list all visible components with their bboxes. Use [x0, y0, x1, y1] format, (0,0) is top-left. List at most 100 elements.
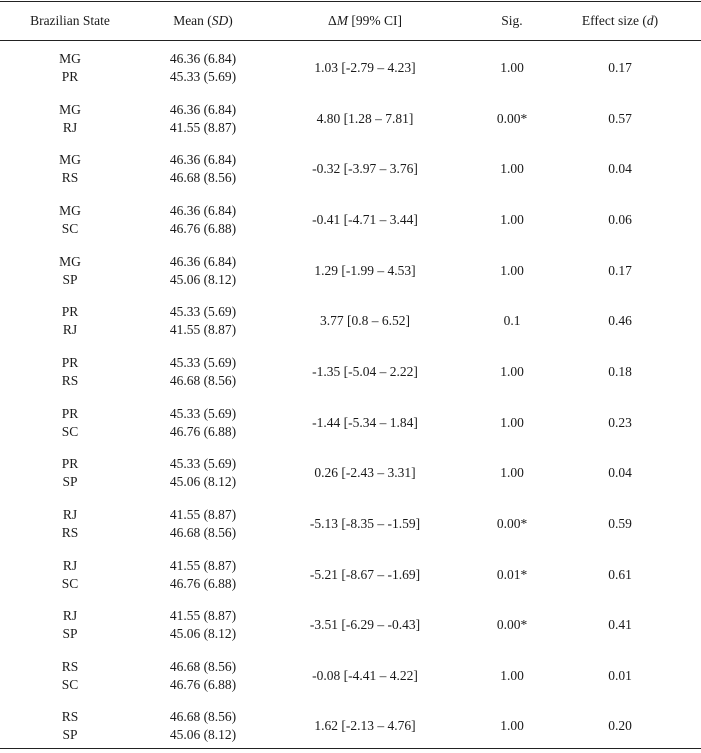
- cell-state-state-a: RJ: [62, 506, 78, 522]
- cell-mean-mean-a: 45.33 (5.69): [169, 456, 237, 472]
- cell-state-state-a: MG: [59, 152, 81, 168]
- cell-delta: 1.29 [-1.99 – 4.53]: [275, 251, 455, 291]
- cell-state: RJ RS: [20, 504, 120, 546]
- header-delta-symbol: Δ: [328, 13, 337, 28]
- cell-sig: 1.00: [472, 352, 552, 392]
- cell-effect: 0.20: [570, 706, 670, 746]
- cell-delta: -0.08 [-4.41 – 4.22]: [275, 656, 455, 696]
- cell-sig: 1.00: [472, 403, 552, 443]
- cell-state-state-a: MG: [59, 51, 81, 66]
- cell-delta-delta: 0.26 [-2.43 – 3.31]: [314, 465, 416, 481]
- cell-mean-mean-b: 46.68 (8.56): [169, 372, 237, 388]
- cell-sig: 1.00: [472, 706, 552, 746]
- cell-delta: 1.03 [-2.79 – 4.23]: [275, 48, 455, 88]
- cell-mean: 41.55 (8.87) 46.68 (8.56): [143, 504, 263, 546]
- cell-sig: 0.1: [472, 301, 552, 341]
- cell-sig-sig: 1.00: [500, 414, 524, 430]
- cell-sig-sig: 1.00: [500, 363, 524, 379]
- cell-mean: 46.36 (6.84) 45.33 (5.69): [143, 48, 263, 90]
- cell-effect-effect: 0.04: [608, 465, 632, 481]
- cell-mean-mean-a: 46.36 (6.84): [169, 253, 237, 269]
- cell-effect: 0.46: [570, 301, 670, 341]
- cell-delta-delta: 1.62 [-2.13 – 4.76]: [314, 718, 416, 734]
- cell-mean: 46.36 (6.84) 46.68 (8.56): [143, 149, 263, 191]
- table-row: RJ SC 41.55 (8.87) 46.76 (6.88) -5.21 [-8.67…: [0, 555, 701, 595]
- cell-state-state-b: RJ: [62, 119, 78, 135]
- cell-state: MG SP: [20, 251, 120, 293]
- header-mean-sd: SD: [211, 13, 229, 28]
- header-mean-text: Mean (: [173, 13, 212, 28]
- cell-state: PR RJ: [20, 301, 120, 343]
- cell-effect-effect: 0.57: [608, 110, 632, 126]
- cell-effect-effect: 0.01: [608, 667, 632, 683]
- table-row: RS SP 46.68 (8.56) 45.06 (8.12) 1.62 [-2.13 …: [0, 706, 701, 746]
- cell-mean-mean-a: 41.55 (8.87): [169, 506, 237, 522]
- cell-sig-sig: 0.00*: [496, 110, 528, 126]
- header-state: Brazilian State: [30, 13, 110, 28]
- cell-sig: 1.00: [472, 48, 552, 88]
- cell-mean: 46.36 (6.84) 41.55 (8.87): [143, 99, 263, 141]
- header-delta-ci: [99% CI]: [347, 13, 402, 28]
- cell-state-state-b: SC: [61, 220, 79, 236]
- cell-effect: 0.04: [570, 453, 670, 493]
- cell-delta: -1.44 [-5.34 – 1.84]: [275, 403, 455, 443]
- header-mean-close: ): [228, 13, 233, 28]
- cell-delta-delta: -1.44 [-5.34 – 1.84]: [312, 414, 418, 430]
- cell-state: PR SP: [20, 453, 120, 495]
- cell-effect-effect: 0.18: [608, 363, 632, 379]
- cell-effect: 0.41: [570, 605, 670, 645]
- cell-delta-delta: -1.35 [-5.04 – 2.22]: [312, 363, 418, 379]
- header-rule: [0, 40, 701, 41]
- cell-effect: 0.01: [570, 656, 670, 696]
- cell-state-state-b: SC: [61, 575, 79, 591]
- cell-sig-sig: 1.00: [500, 718, 524, 734]
- cell-mean-mean-b: 45.33 (5.69): [169, 69, 237, 84]
- cell-mean-mean-a: 46.68 (8.56): [169, 658, 237, 674]
- header-sig: Sig.: [501, 13, 523, 28]
- cell-mean-mean-b: 41.55 (8.87): [169, 322, 237, 338]
- table-row: MG RS 46.36 (6.84) 46.68 (8.56) -0.32 [-3.97…: [0, 149, 701, 189]
- cell-mean-mean-b: 46.76 (6.88): [169, 423, 237, 439]
- cell-delta: -3.51 [-6.29 – -0.43]: [275, 605, 455, 645]
- cell-mean-mean-a: 41.55 (8.87): [169, 608, 237, 624]
- cell-delta-delta: -0.08 [-4.41 – 4.22]: [312, 667, 418, 683]
- cell-state-state-b: SC: [61, 423, 79, 439]
- cell-state-state-a: RS: [61, 709, 79, 725]
- cell-sig: 0.00*: [472, 99, 552, 139]
- cell-state: MG PR: [20, 48, 120, 90]
- cell-sig: 1.00: [472, 453, 552, 493]
- cell-effect: 0.23: [570, 403, 670, 443]
- cell-state: RS SP: [20, 706, 120, 748]
- cell-sig: 1.00: [472, 251, 552, 291]
- cell-effect: 0.57: [570, 99, 670, 139]
- cell-delta-delta: 4.80 [1.28 – 7.81]: [316, 110, 414, 126]
- cell-state: RJ SP: [20, 605, 120, 647]
- cell-state-state-a: RS: [61, 658, 79, 674]
- cell-delta: -1.35 [-5.04 – 2.22]: [275, 352, 455, 392]
- cell-state-state-b: RS: [61, 524, 79, 540]
- cell-mean-mean-a: 46.36 (6.84): [169, 152, 237, 168]
- cell-delta-delta: 1.29 [-1.99 – 4.53]: [314, 262, 416, 278]
- cell-effect: 0.17: [570, 251, 670, 291]
- table-row: RS SC 46.68 (8.56) 46.76 (6.88) -0.08 [-4.41…: [0, 656, 701, 696]
- header-effect-text: Effect size (: [581, 13, 647, 28]
- cell-state: MG SC: [20, 200, 120, 242]
- cell-mean: 45.33 (5.69) 45.06 (8.12): [143, 453, 263, 495]
- cell-delta-delta: -3.51 [-6.29 – -0.43]: [309, 617, 421, 633]
- cell-mean-mean-b: 46.76 (6.88): [169, 676, 237, 692]
- cell-state-state-a: RJ: [62, 608, 78, 624]
- table-row: RJ SP 41.55 (8.87) 45.06 (8.12) -3.51 [-6.29…: [0, 605, 701, 645]
- cell-state-state-a: RJ: [62, 557, 78, 573]
- table-row: PR SC 45.33 (5.69) 46.76 (6.88) -1.44 [-5.34…: [0, 403, 701, 443]
- cell-effect: 0.61: [570, 555, 670, 595]
- cell-state-state-a: MG: [59, 253, 81, 269]
- cell-effect: 0.06: [570, 200, 670, 240]
- cell-mean-mean-b: 46.76 (6.88): [169, 575, 237, 591]
- cell-sig-sig: 0.00*: [496, 515, 528, 531]
- cell-state-state-a: MG: [59, 202, 81, 218]
- header-effect: Effect size (d): [570, 12, 670, 30]
- cell-effect-effect: 0.17: [608, 262, 632, 278]
- cell-mean-mean-a: 46.36 (6.84): [169, 202, 237, 218]
- cell-mean: 45.33 (5.69) 46.68 (8.56): [143, 352, 263, 394]
- cell-sig-sig: 1.00: [500, 262, 524, 278]
